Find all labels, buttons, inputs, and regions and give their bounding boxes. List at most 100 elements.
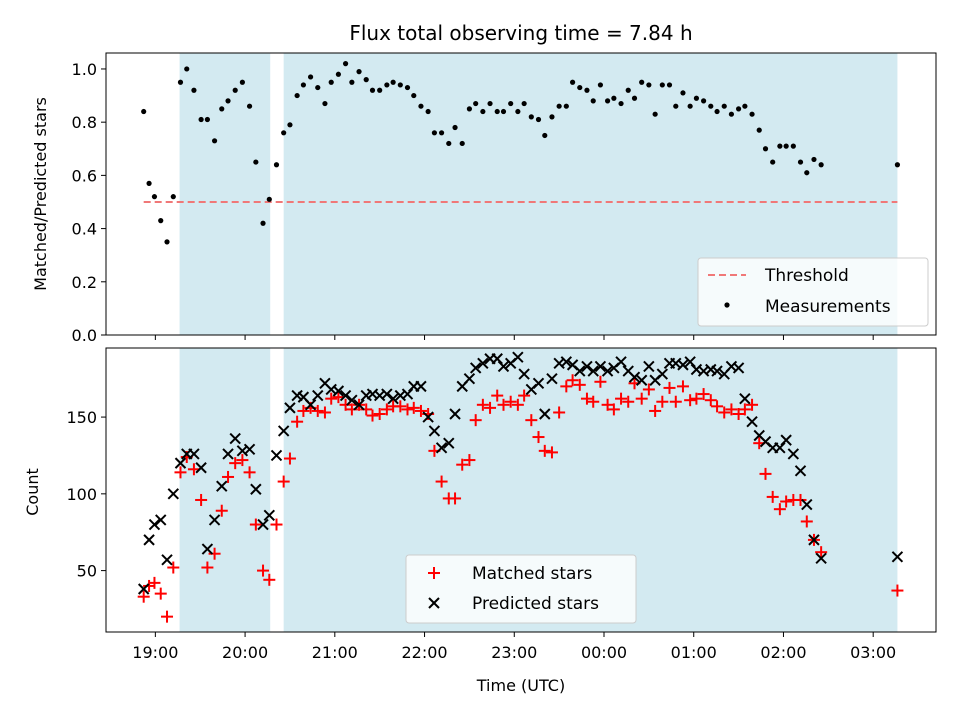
y-tick-label: 1.0 <box>72 60 97 79</box>
measurement-point <box>487 100 493 107</box>
matched-star-point <box>229 457 242 470</box>
matched-star-point <box>718 406 731 419</box>
matched-star-point <box>532 431 545 444</box>
measurement-point <box>446 140 452 147</box>
predicted-star-point <box>477 357 489 370</box>
measurement-point <box>521 100 527 107</box>
measurement-point <box>287 122 293 128</box>
matched-star-point <box>656 395 669 408</box>
bottom-legend: Matched stars Predicted stars <box>405 554 637 624</box>
predicted-star-point <box>304 399 317 411</box>
predicted-star-point <box>161 554 173 566</box>
measurement-point <box>687 103 693 109</box>
predicted-star-point <box>257 518 269 531</box>
predicted-star-point <box>229 432 241 445</box>
measurement-point <box>563 103 569 109</box>
matched-star-point <box>407 401 420 414</box>
measurement-point <box>141 108 147 115</box>
top-legend: Threshold Measurements <box>697 257 929 327</box>
predicted-star-point <box>801 498 813 511</box>
top-y-ticks: 0.0 0.2 0.4 0.6 0.8 1.0 <box>72 60 106 345</box>
bottom-y-ticks: 50 100 150 <box>66 408 106 581</box>
top-y-axis-label: Matched/Predicted stars <box>31 97 50 291</box>
matched-star-point <box>215 504 228 517</box>
matched-star-point <box>174 466 187 479</box>
matched-star-point <box>780 495 793 508</box>
measurement-point <box>508 100 514 107</box>
matched-star-point <box>249 518 262 531</box>
measurement-point <box>749 111 755 117</box>
measurement-point <box>459 140 465 147</box>
matched-star-point <box>642 383 655 396</box>
bottom-x-ticks: 19:00 20:00 21:00 22:00 23:00 00:00 01:00 02:00… <box>132 632 896 662</box>
top-axes-frame <box>105 52 937 336</box>
predicted-star-point <box>277 425 290 437</box>
measurement-point <box>735 106 742 112</box>
measurement-point <box>328 79 334 85</box>
measurement-point <box>756 127 762 133</box>
measurement-point <box>397 82 403 88</box>
measurement-point <box>431 130 438 136</box>
matched-star-point <box>697 388 710 401</box>
matched-star-point <box>469 414 482 427</box>
predicted-star-point <box>615 356 627 368</box>
matched-star-point <box>263 573 276 586</box>
measurement-point <box>577 84 583 91</box>
predicted-star-point <box>635 374 648 386</box>
measurement-point <box>762 146 769 152</box>
matched-star-point <box>601 398 614 411</box>
measurement-point <box>411 92 417 99</box>
measurements-points <box>141 61 901 245</box>
legend-measurements-label: Measurements <box>765 297 891 317</box>
predicted-star-point <box>746 415 758 428</box>
predicted-star-point <box>587 365 599 377</box>
matched-star-point <box>339 398 352 411</box>
matched-star-point <box>545 446 558 459</box>
measurement-point <box>797 159 804 165</box>
matched-star-point <box>257 564 270 577</box>
matched-star-point <box>676 380 689 393</box>
measurement-point <box>294 92 300 99</box>
measurement-point <box>404 84 411 91</box>
matched-star-point <box>476 398 489 411</box>
measurement-point <box>652 111 658 117</box>
measurement-point <box>556 103 562 109</box>
predicted-star-point <box>512 351 524 363</box>
measurement-point <box>742 103 748 109</box>
x-tick-label: 22:00 <box>401 643 447 662</box>
measurement-point <box>273 162 280 168</box>
measurement-point <box>500 108 507 115</box>
matched-star-point <box>167 561 180 574</box>
observing-interval-1 <box>179 53 271 335</box>
legend-predicted-label: Predicted stars <box>472 594 599 614</box>
y-tick-label: 100 <box>66 485 97 504</box>
bottom-panel: 50 100 150 19:00 20:00 21:00 22:00 23:00 00:00 0… <box>23 347 937 695</box>
measurement-point <box>590 98 596 104</box>
predicted-star-point <box>312 389 324 402</box>
measurement-point <box>528 114 534 120</box>
matched-star-point <box>684 394 697 407</box>
matched-star-point <box>732 408 745 421</box>
predicted-star-point <box>428 425 441 437</box>
top-panel: 0.0 0.2 0.4 0.6 0.8 1.0 Matched/Predicted sta… <box>31 52 937 345</box>
predicted-star-point <box>167 488 180 500</box>
predicted-star-point <box>546 372 558 385</box>
matched-star-point <box>222 470 235 483</box>
predicted-star-point <box>574 365 586 377</box>
predicted-star-point <box>794 465 807 477</box>
measurement-point <box>542 132 548 139</box>
predicted-star-point <box>137 583 150 595</box>
legend-matched-label: Matched stars <box>472 564 592 584</box>
matched-star-point <box>345 403 358 416</box>
predicted-star-point <box>222 448 234 460</box>
matched-star-point <box>794 493 807 506</box>
matched-star-point <box>580 392 593 405</box>
measurement-point <box>281 130 287 136</box>
predicted-star-point <box>463 372 476 385</box>
measurement-point <box>342 61 349 67</box>
measurement-point <box>466 106 473 112</box>
measurement-point <box>535 116 542 123</box>
measurement-point <box>164 239 170 245</box>
matched-star-point <box>311 404 324 417</box>
x-tick-label: 00:00 <box>581 643 627 662</box>
